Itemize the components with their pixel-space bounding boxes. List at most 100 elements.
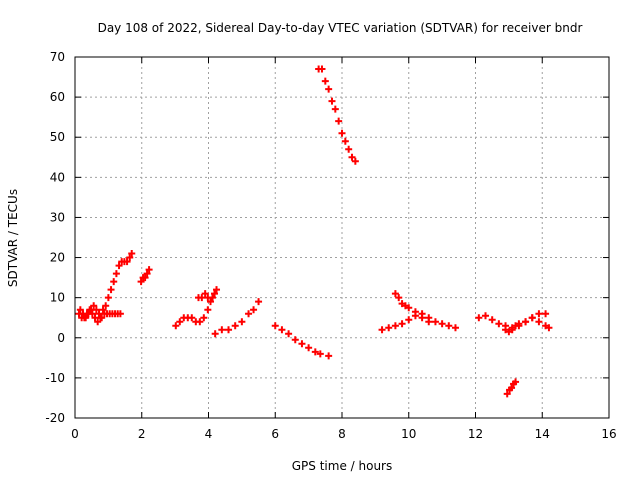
data-point <box>115 262 123 270</box>
x-axis-label: GPS time / hours <box>292 459 393 473</box>
y-tick-label: 30 <box>50 210 65 224</box>
data-point <box>328 97 336 105</box>
data-point <box>176 318 184 326</box>
data-point <box>385 324 393 332</box>
data-point <box>172 322 180 330</box>
data-point <box>107 286 115 294</box>
series-arc-4 <box>172 286 221 330</box>
x-tick-label: 8 <box>338 427 346 441</box>
data-point <box>255 298 263 306</box>
data-point <box>128 250 136 258</box>
x-tick-label: 6 <box>271 427 279 441</box>
data-point <box>218 326 226 334</box>
data-point <box>391 290 399 298</box>
data-point <box>211 290 219 298</box>
data-point <box>143 270 151 278</box>
data-point <box>318 65 326 73</box>
data-point <box>188 314 196 322</box>
data-point <box>92 306 100 314</box>
data-point <box>90 302 98 310</box>
data-point <box>445 322 453 330</box>
data-point <box>211 330 219 338</box>
data-point <box>405 304 413 312</box>
data-point <box>395 294 403 302</box>
data-point <box>425 318 433 326</box>
data-point <box>321 77 329 85</box>
data-point <box>391 322 399 330</box>
series-arc-7 <box>271 322 333 360</box>
data-point <box>338 129 346 137</box>
y-tick-label: 0 <box>57 331 65 345</box>
data-point <box>278 326 286 334</box>
data-point <box>238 318 246 326</box>
data-point <box>418 314 426 322</box>
plot-frame <box>74 56 610 419</box>
data-point <box>325 352 333 360</box>
y-tick-label: -10 <box>45 371 65 385</box>
data-point <box>431 318 439 326</box>
grid <box>75 57 609 418</box>
data-point <box>110 278 118 286</box>
data-point <box>335 117 343 125</box>
data-point <box>411 308 419 316</box>
data-point <box>331 105 339 113</box>
data-point <box>102 302 110 310</box>
data-point <box>213 286 221 294</box>
data-point <box>325 85 333 93</box>
data-point <box>98 314 106 322</box>
data-point <box>145 266 153 274</box>
y-axis-label: SDTVAR / TECUs <box>6 189 20 287</box>
data-point <box>542 310 550 318</box>
data-point <box>405 316 413 324</box>
data-point <box>285 330 293 338</box>
data-point <box>84 310 92 318</box>
data-point <box>503 390 511 398</box>
data-point <box>348 153 356 161</box>
series-arc-2 <box>76 302 124 322</box>
data-point <box>316 350 324 358</box>
data-point <box>141 274 149 282</box>
data-point <box>231 322 239 330</box>
data-points <box>75 65 553 398</box>
data-point <box>508 384 516 392</box>
data-point <box>196 318 204 326</box>
data-point <box>495 320 503 328</box>
data-point <box>271 322 279 330</box>
data-point <box>112 270 120 278</box>
data-point <box>475 314 483 322</box>
data-point <box>482 312 490 320</box>
x-tick-label: 0 <box>71 427 79 441</box>
data-point <box>528 314 536 322</box>
series-arc-13 <box>503 378 520 398</box>
y-tick-label: -20 <box>45 411 65 425</box>
data-point <box>250 306 258 314</box>
x-tick-label: 16 <box>601 427 616 441</box>
x-tick-label: 10 <box>401 427 416 441</box>
data-point <box>438 320 446 328</box>
chart-title: Day 108 of 2022, Sidereal Day-to-day VTE… <box>98 21 583 35</box>
series-arc-8 <box>315 65 359 165</box>
data-point <box>451 324 459 332</box>
data-point <box>200 314 208 322</box>
data-point <box>82 314 90 322</box>
data-point <box>512 378 520 386</box>
data-point <box>545 324 553 332</box>
data-point <box>207 298 215 306</box>
data-point <box>123 258 131 266</box>
data-point <box>126 254 134 262</box>
data-point <box>341 137 349 145</box>
series-arc-5 <box>194 290 212 302</box>
data-point <box>94 318 102 326</box>
data-point <box>198 294 206 302</box>
x-tick-label: 2 <box>138 427 146 441</box>
data-point <box>351 157 359 165</box>
series-arc-6 <box>211 298 263 338</box>
data-point <box>522 318 530 326</box>
data-point <box>204 294 212 302</box>
data-point <box>204 306 212 314</box>
data-point <box>508 326 516 334</box>
data-point <box>515 320 523 328</box>
y-tick-label: 20 <box>50 251 65 265</box>
x-tick-label: 14 <box>535 427 550 441</box>
y-tick-label: 60 <box>50 90 65 104</box>
